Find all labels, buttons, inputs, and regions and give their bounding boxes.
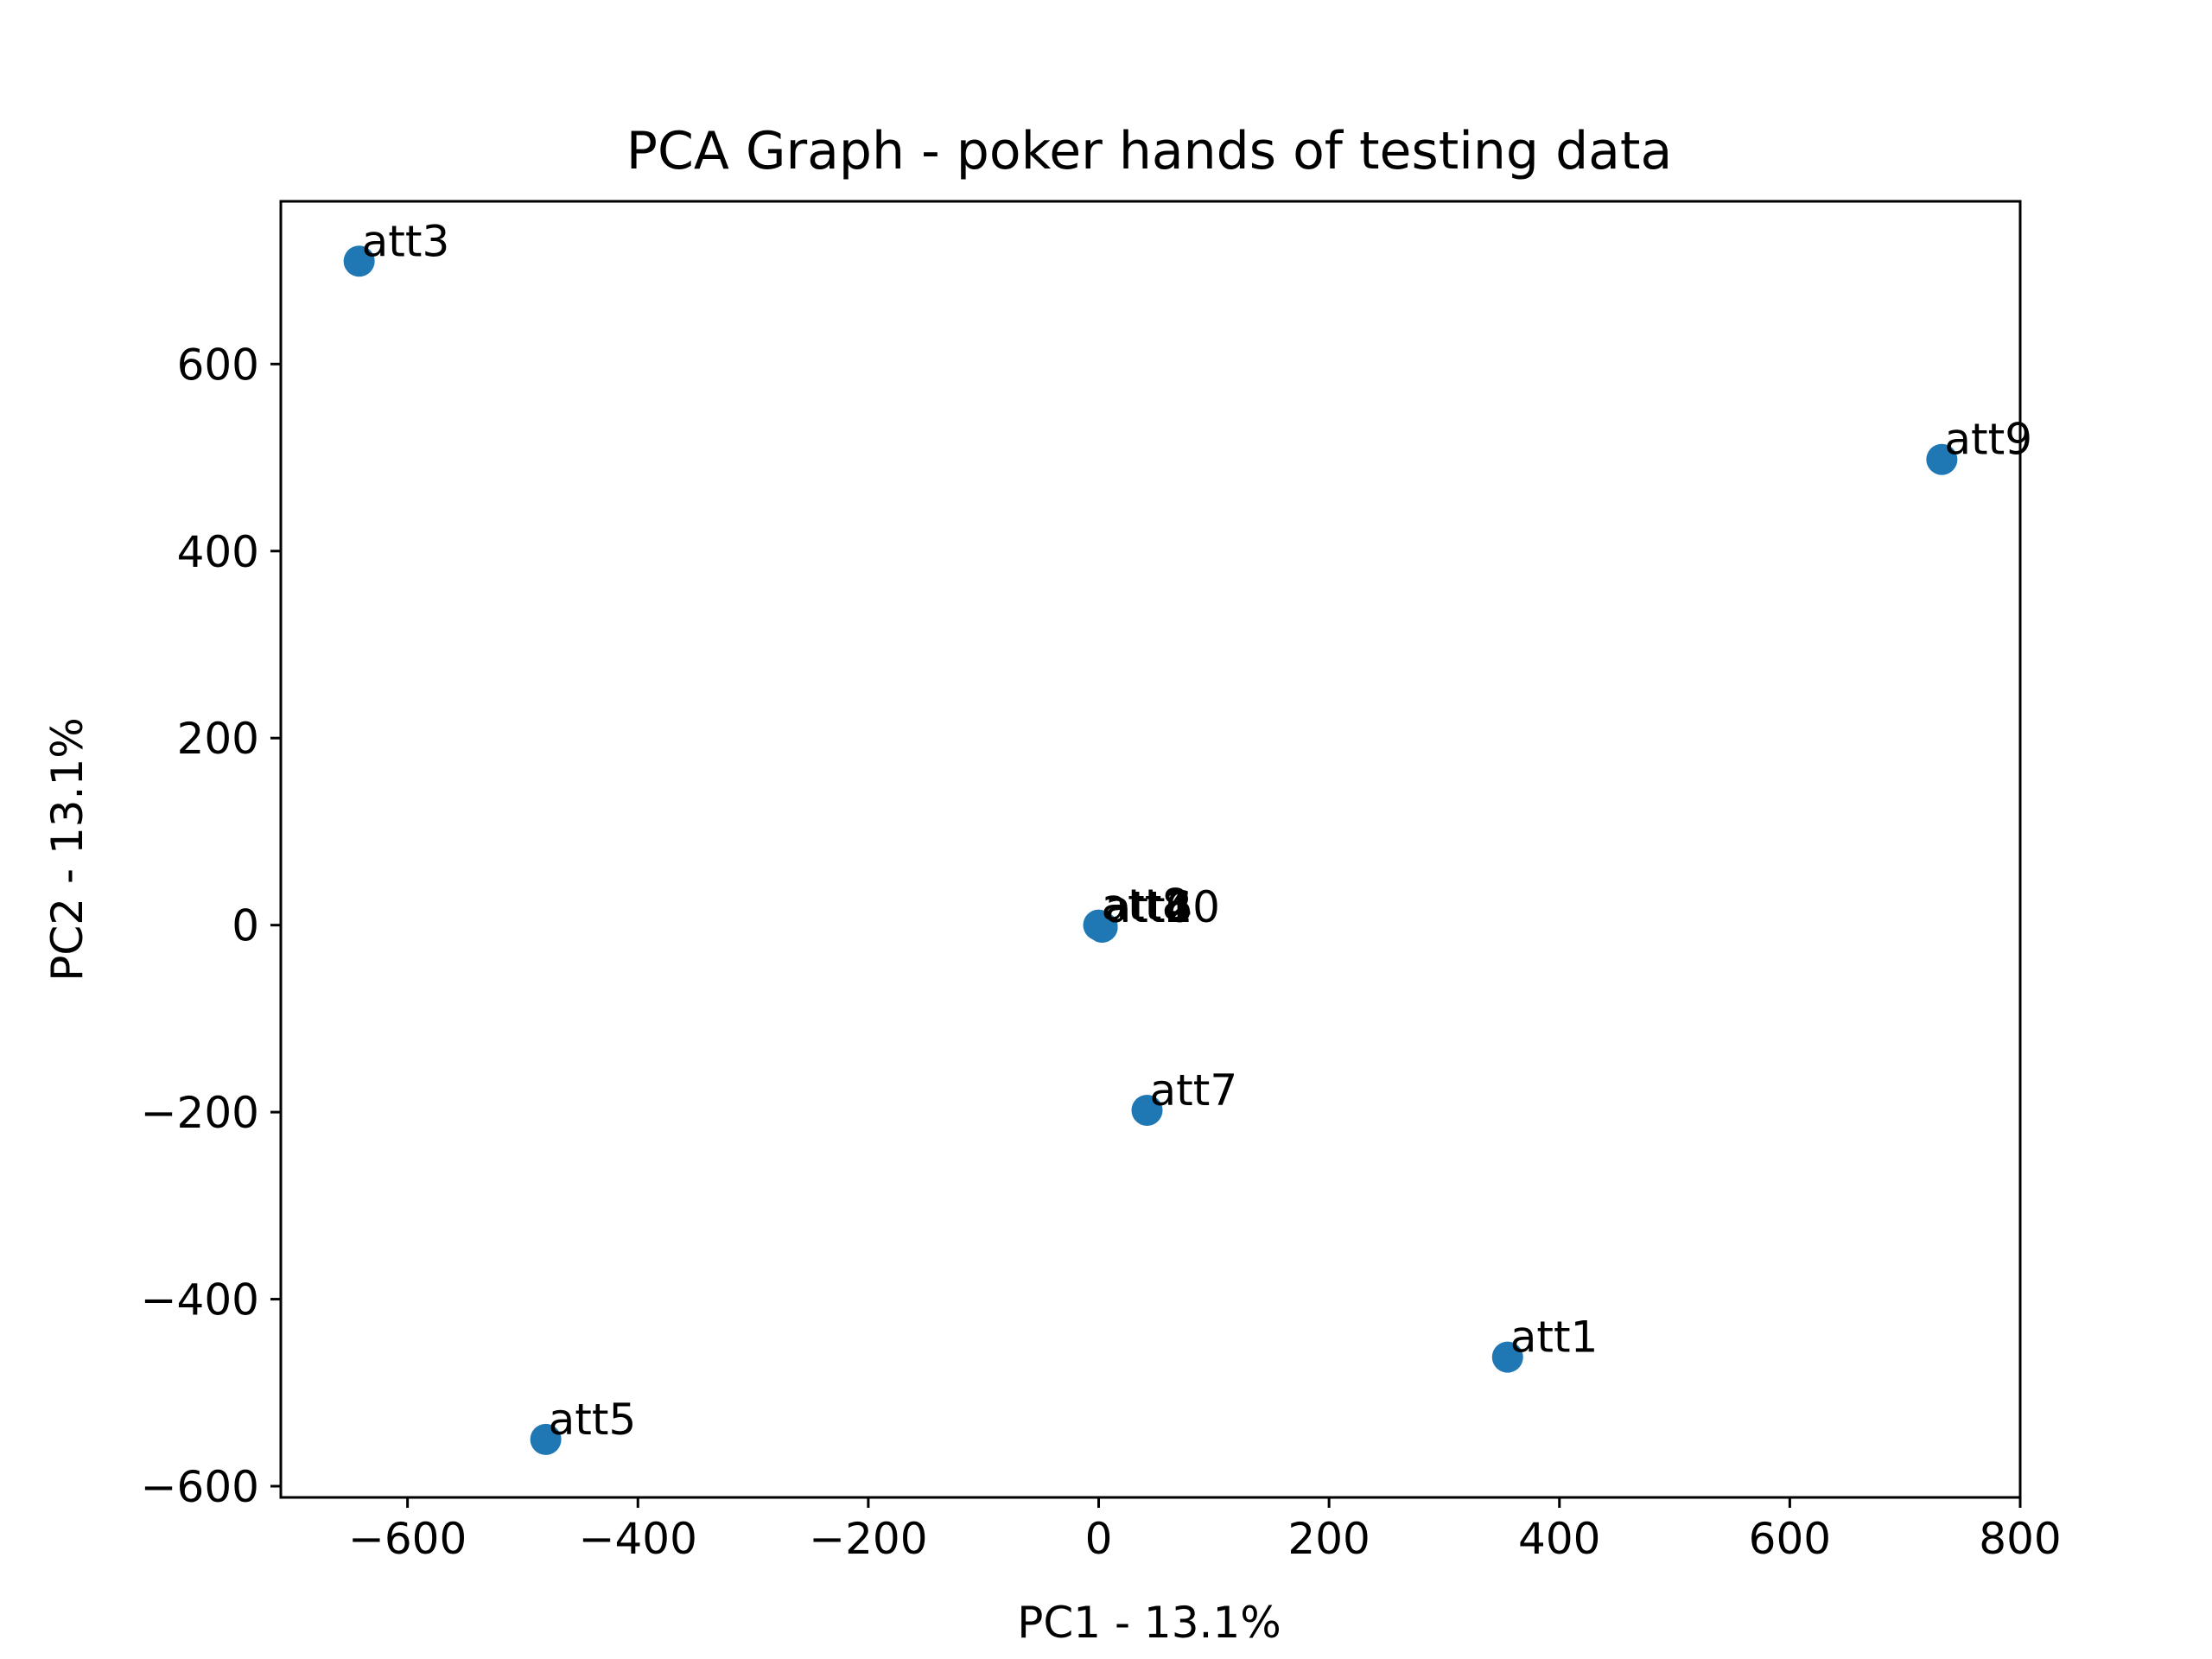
point-label-att10: att10: [1105, 882, 1220, 932]
data-point-att9: [1926, 443, 1958, 475]
point-label-att6: att6: [1105, 882, 1193, 932]
point-label-att9: att9: [1944, 415, 2032, 465]
data-point-att5: [530, 1423, 562, 1455]
data-point-att7: [1131, 1094, 1163, 1126]
x-tick-label: 0: [1085, 1514, 1113, 1564]
x-tick-label: 800: [1979, 1514, 2061, 1564]
point-label-att5: att5: [549, 1395, 637, 1445]
plot-frame: [279, 200, 2022, 1499]
data-point-att1: [1491, 1341, 1523, 1373]
y-axis-label: PC2 - 13.1%: [42, 717, 92, 982]
x-tick-label: 400: [1518, 1514, 1600, 1564]
x-tick-label: 600: [1749, 1514, 1831, 1564]
x-tick-label: 200: [1287, 1514, 1370, 1564]
data-point-att10: [1086, 911, 1118, 943]
point-label-att2: att2: [1105, 882, 1193, 932]
y-tick-label: −200: [141, 1088, 259, 1138]
point-label-att4: att4: [1105, 882, 1193, 932]
point-label-att7: att7: [1150, 1065, 1238, 1116]
y-tick-label: 0: [232, 901, 259, 951]
y-tick-label: 600: [177, 340, 259, 390]
y-tick-label: 200: [177, 714, 259, 764]
x-axis-ticks: −600 −400 −200 0 200 400 600 800: [348, 1497, 2062, 1564]
points-layer: [343, 245, 1958, 1455]
point-label-att3: att3: [362, 216, 450, 266]
x-tick-label: −200: [809, 1514, 927, 1564]
point-label-att8: att8: [1102, 880, 1190, 931]
x-axis-label: PC1 - 13.1%: [1017, 1598, 1281, 1648]
x-tick-label: −400: [579, 1514, 697, 1564]
point-label-att1: att1: [1510, 1313, 1599, 1363]
y-axis-ticks: −600 −400 −200 0 200 400 600: [141, 340, 281, 1512]
y-tick-label: −400: [141, 1275, 259, 1325]
y-tick-label: −600: [141, 1462, 259, 1512]
x-tick-label: −600: [348, 1514, 467, 1564]
chart-title: PCA Graph - poker hands of testing data: [626, 121, 1672, 181]
y-tick-label: 400: [177, 527, 259, 577]
data-point-att3: [343, 245, 375, 277]
